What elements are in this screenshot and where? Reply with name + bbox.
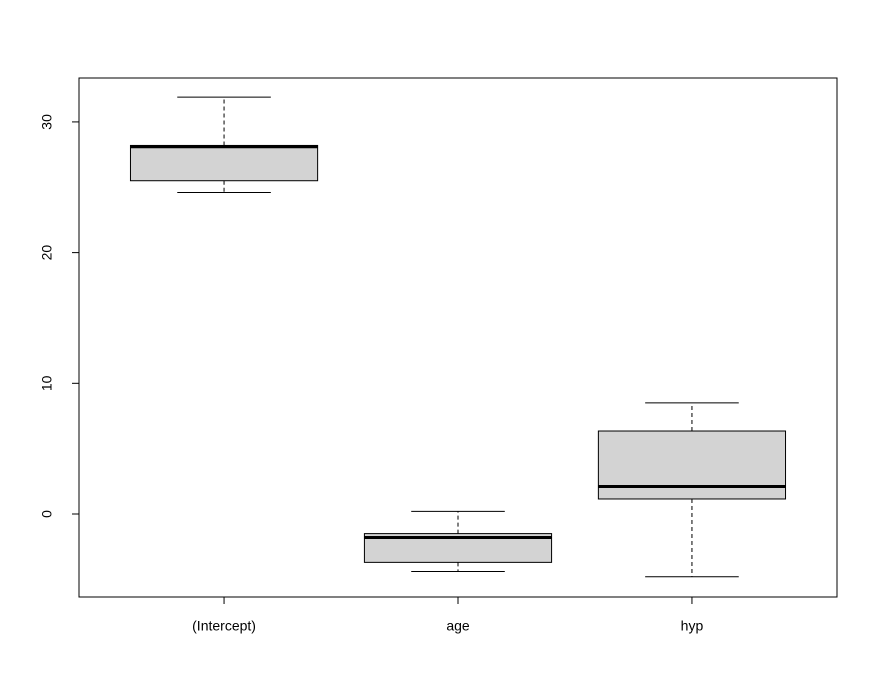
x-tick-label: age bbox=[446, 618, 470, 634]
y-tick-label: 0 bbox=[39, 510, 55, 518]
box bbox=[597, 430, 787, 500]
x-tick-label: (Intercept) bbox=[192, 618, 256, 634]
y-tick-label: 10 bbox=[39, 375, 55, 391]
box bbox=[129, 144, 319, 182]
x-tick-label: hyp bbox=[681, 618, 704, 634]
y-tick-label: 20 bbox=[39, 245, 55, 261]
y-tick-label: 30 bbox=[39, 114, 55, 130]
